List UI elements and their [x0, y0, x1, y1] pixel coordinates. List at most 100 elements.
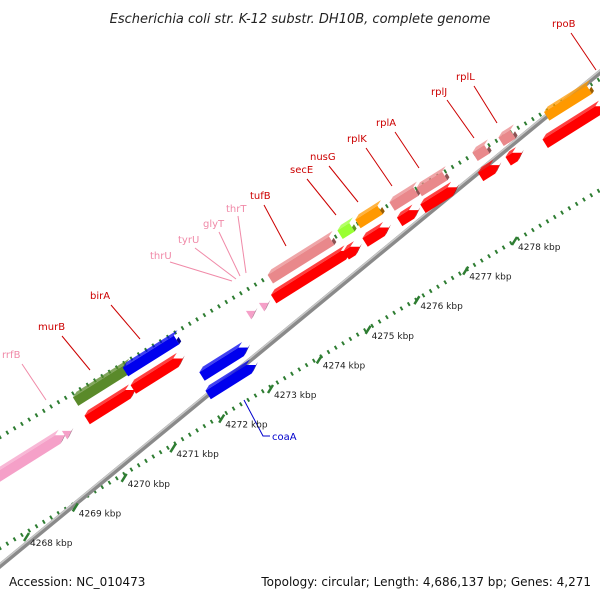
tick-mark	[34, 523, 39, 529]
cds-arrow-rplA	[420, 181, 460, 213]
tick-mark	[552, 214, 557, 220]
tick-mark	[224, 410, 229, 416]
gene-callout-tyrU: tyrU	[178, 235, 237, 280]
leader-line	[394, 131, 420, 169]
major-tick	[462, 265, 470, 276]
gene-callout-rrfB: rrfB	[2, 350, 47, 401]
major-tick	[315, 354, 323, 365]
tick-mark	[479, 258, 484, 263]
tick-mark	[450, 275, 455, 281]
gene-block-rplK-rna	[389, 181, 421, 211]
tick-mark	[187, 321, 192, 326]
tick-mark	[311, 358, 316, 363]
tick-mark	[41, 408, 46, 414]
leader-line	[218, 231, 241, 277]
tick-mark	[596, 77, 600, 83]
tick-mark	[209, 419, 214, 424]
tick-mark	[49, 515, 53, 520]
tick-mark	[436, 284, 440, 289]
major-tick	[22, 532, 31, 542]
tick-mark	[49, 404, 53, 409]
major-tick	[169, 443, 177, 453]
tick-mark	[333, 345, 338, 350]
tick-mark	[560, 210, 564, 215]
gene-callout-rplK: rplK	[347, 134, 393, 187]
leader-line	[328, 165, 359, 203]
tick-mark	[348, 336, 353, 342]
tick-mark	[195, 428, 199, 433]
tick-mark	[582, 197, 586, 202]
tick-mark	[71, 391, 75, 396]
tick-mark	[457, 271, 462, 276]
tick-mark	[151, 454, 156, 459]
major-tick	[71, 502, 79, 513]
gene-callout-thrT: thrT	[226, 204, 247, 274]
gene-label-thrT: thrT	[226, 204, 247, 215]
ruler-tick-label: 4273 kbp	[274, 391, 317, 401]
tick-mark	[487, 142, 491, 148]
tick-mark	[195, 317, 199, 322]
accession-text: Accession: NC_010473	[9, 575, 145, 589]
tick-mark	[27, 417, 32, 422]
tick-mark	[406, 301, 411, 307]
ruler-tick-label: 4268 kbp	[30, 539, 73, 549]
major-tick	[413, 295, 421, 305]
gene-block-nusG	[355, 200, 385, 229]
tick-mark	[114, 476, 119, 481]
cds-arrow-secE	[343, 241, 362, 260]
tick-mark	[202, 423, 207, 429]
tick-mark	[304, 362, 309, 368]
tick-mark	[530, 116, 535, 122]
tick-mark	[41, 519, 46, 525]
gene-label-rpoB: rpoB	[552, 19, 576, 30]
ruler-tick-label: 4270 kbp	[128, 480, 171, 490]
tick-mark	[20, 421, 24, 427]
tick-mark	[450, 164, 455, 170]
tick-mark	[538, 112, 543, 117]
tick-mark	[246, 286, 251, 292]
tick-mark	[399, 306, 404, 311]
genome-backbone	[0, 68, 600, 570]
tick-mark	[421, 293, 426, 298]
tick-mark	[297, 367, 302, 372]
tick-mark	[217, 415, 221, 420]
tick-mark	[414, 186, 418, 191]
leader-line	[110, 304, 141, 340]
tick-mark	[472, 262, 477, 268]
cds-arrow-rplJ	[477, 159, 502, 182]
trna-arrow-tyrU	[258, 297, 271, 312]
cds-arrow-coaA-upper	[199, 341, 250, 381]
leader-line	[473, 85, 498, 124]
tick-mark	[12, 426, 17, 431]
gene-callout-coaA: coaA	[243, 399, 297, 443]
ruler-labels: 4268 kbp 4269 kbp 4270 kbp 4271 kbp 4272 kbp…	[22, 236, 561, 549]
major-tick	[266, 384, 275, 394]
tick-mark	[253, 393, 258, 398]
gene-features	[0, 79, 600, 482]
leader-line	[237, 215, 247, 274]
tick-mark	[0, 435, 2, 440]
tick-mark	[27, 528, 32, 533]
leader-line	[243, 399, 270, 437]
major-tick	[218, 413, 226, 424]
leader-line	[570, 32, 597, 71]
tick-mark	[465, 156, 470, 161]
gene-callout-nusG: nusG	[310, 152, 359, 203]
ruler-tick-label: 4275 kbp	[372, 332, 415, 342]
gene-callout-secE: secE	[290, 165, 337, 216]
gene-label-secE: secE	[290, 165, 313, 176]
tick-mark	[231, 406, 236, 411]
cds-arrow-rplK	[396, 204, 421, 227]
tick-mark	[166, 445, 170, 451]
gene-label-thrU: thrU	[150, 251, 172, 262]
gene-block-birA	[122, 330, 182, 377]
gene-block-rplL-rna	[498, 124, 518, 147]
gene-label-rrfB: rrfB	[2, 350, 21, 361]
gene-block-rplJ-rna	[472, 139, 492, 162]
tick-mark	[443, 280, 448, 285]
tick-mark	[428, 288, 433, 294]
tick-mark	[589, 192, 594, 198]
ruler-tick-label: 4274 kbp	[323, 361, 366, 371]
